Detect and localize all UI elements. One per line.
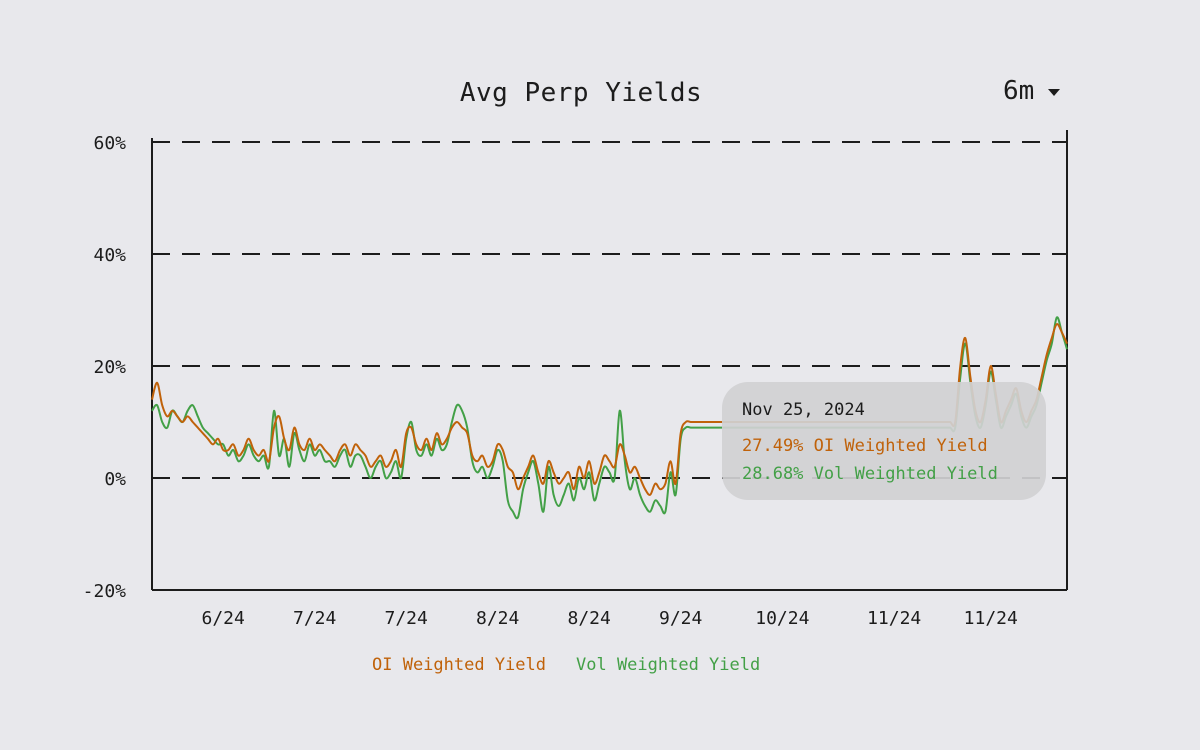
x-tick-label: 10/24 [755, 608, 809, 629]
y-tick-label: 60% [93, 133, 126, 154]
tooltip-oi-value: 27.49% OI Weighted Yield [742, 436, 988, 456]
tooltip-date: Nov 25, 2024 [742, 400, 865, 420]
caret-down-icon [1048, 89, 1061, 96]
tooltip-vol-value: 28.68% Vol Weighted Yield [742, 464, 998, 484]
range-selector[interactable]: 6m [1003, 76, 1061, 106]
legend-item-vol[interactable]: Vol Weighted Yield [576, 655, 761, 675]
x-tick-label: 8/24 [476, 608, 519, 629]
y-tick-label: -20% [83, 581, 127, 602]
chart-title: Avg Perp Yields [459, 78, 703, 108]
x-tick-label: 7/24 [293, 608, 336, 629]
y-tick-label: 0% [104, 469, 126, 490]
x-tick-label: 9/24 [659, 608, 702, 629]
x-tick-label: 11/24 [964, 608, 1018, 629]
x-tick-label: 6/24 [201, 608, 244, 629]
x-tick-label: 7/24 [384, 608, 427, 629]
y-tick-label: 20% [93, 357, 126, 378]
tooltip: Nov 25, 2024 27.49% OI Weighted Yield 28… [722, 382, 1046, 500]
x-tick-label: 11/24 [867, 608, 921, 629]
y-tick-label: 40% [93, 245, 126, 266]
x-tick-label: 8/24 [567, 608, 610, 629]
range-selector-value: 6m [1003, 76, 1035, 106]
legend-item-oi[interactable]: OI Weighted Yield [372, 655, 546, 675]
legend: OI Weighted Yield Vol Weighted Yield [372, 655, 760, 675]
